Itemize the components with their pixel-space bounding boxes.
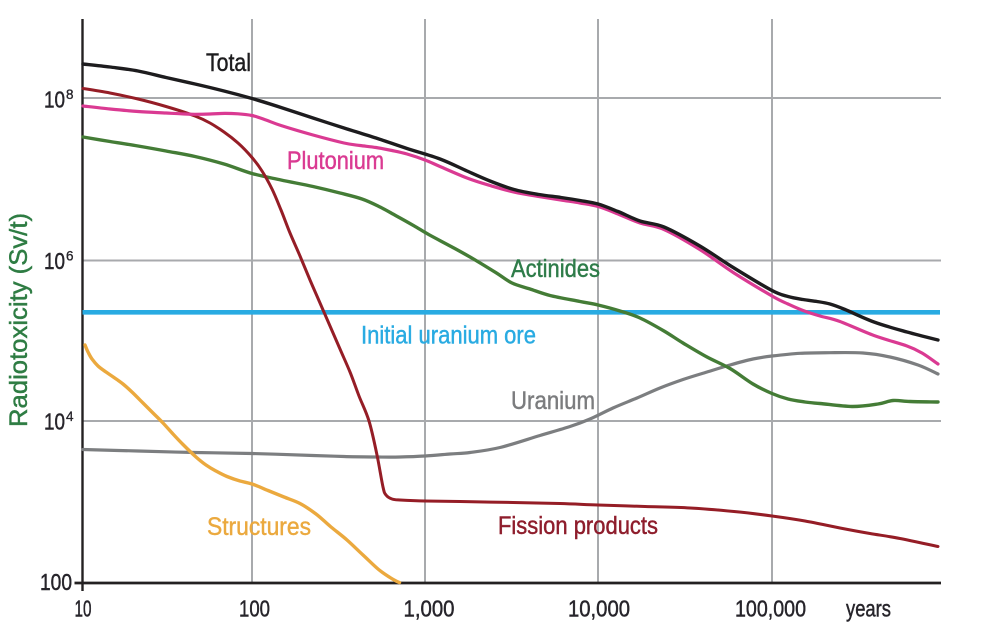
svg-text:10: 10: [75, 596, 92, 622]
svg-text:Actinides: Actinides: [511, 255, 600, 283]
svg-text:10,000: 10,000: [568, 596, 630, 622]
svg-text:1,000: 1,000: [404, 596, 455, 622]
svg-text:10: 10: [44, 409, 65, 435]
svg-text:100: 100: [239, 596, 270, 622]
svg-text:years: years: [846, 596, 891, 622]
svg-text:Structures: Structures: [207, 513, 311, 541]
svg-text:6: 6: [66, 248, 74, 264]
svg-text:Total: Total: [206, 49, 251, 77]
svg-text:4: 4: [66, 408, 74, 424]
svg-text:Radiotoxicity (Sv/t): Radiotoxicity (Sv/t): [5, 213, 33, 427]
svg-text:8: 8: [66, 86, 74, 102]
svg-text:Fission products: Fission products: [498, 512, 658, 540]
svg-text:Uranium: Uranium: [511, 387, 595, 415]
svg-text:Initial uranium ore: Initial uranium ore: [361, 322, 536, 350]
svg-text:Plutonium: Plutonium: [287, 147, 384, 175]
svg-text:10: 10: [44, 87, 65, 113]
svg-text:100: 100: [40, 569, 72, 595]
svg-text:100,000: 100,000: [735, 596, 806, 622]
svg-text:10: 10: [44, 248, 65, 274]
